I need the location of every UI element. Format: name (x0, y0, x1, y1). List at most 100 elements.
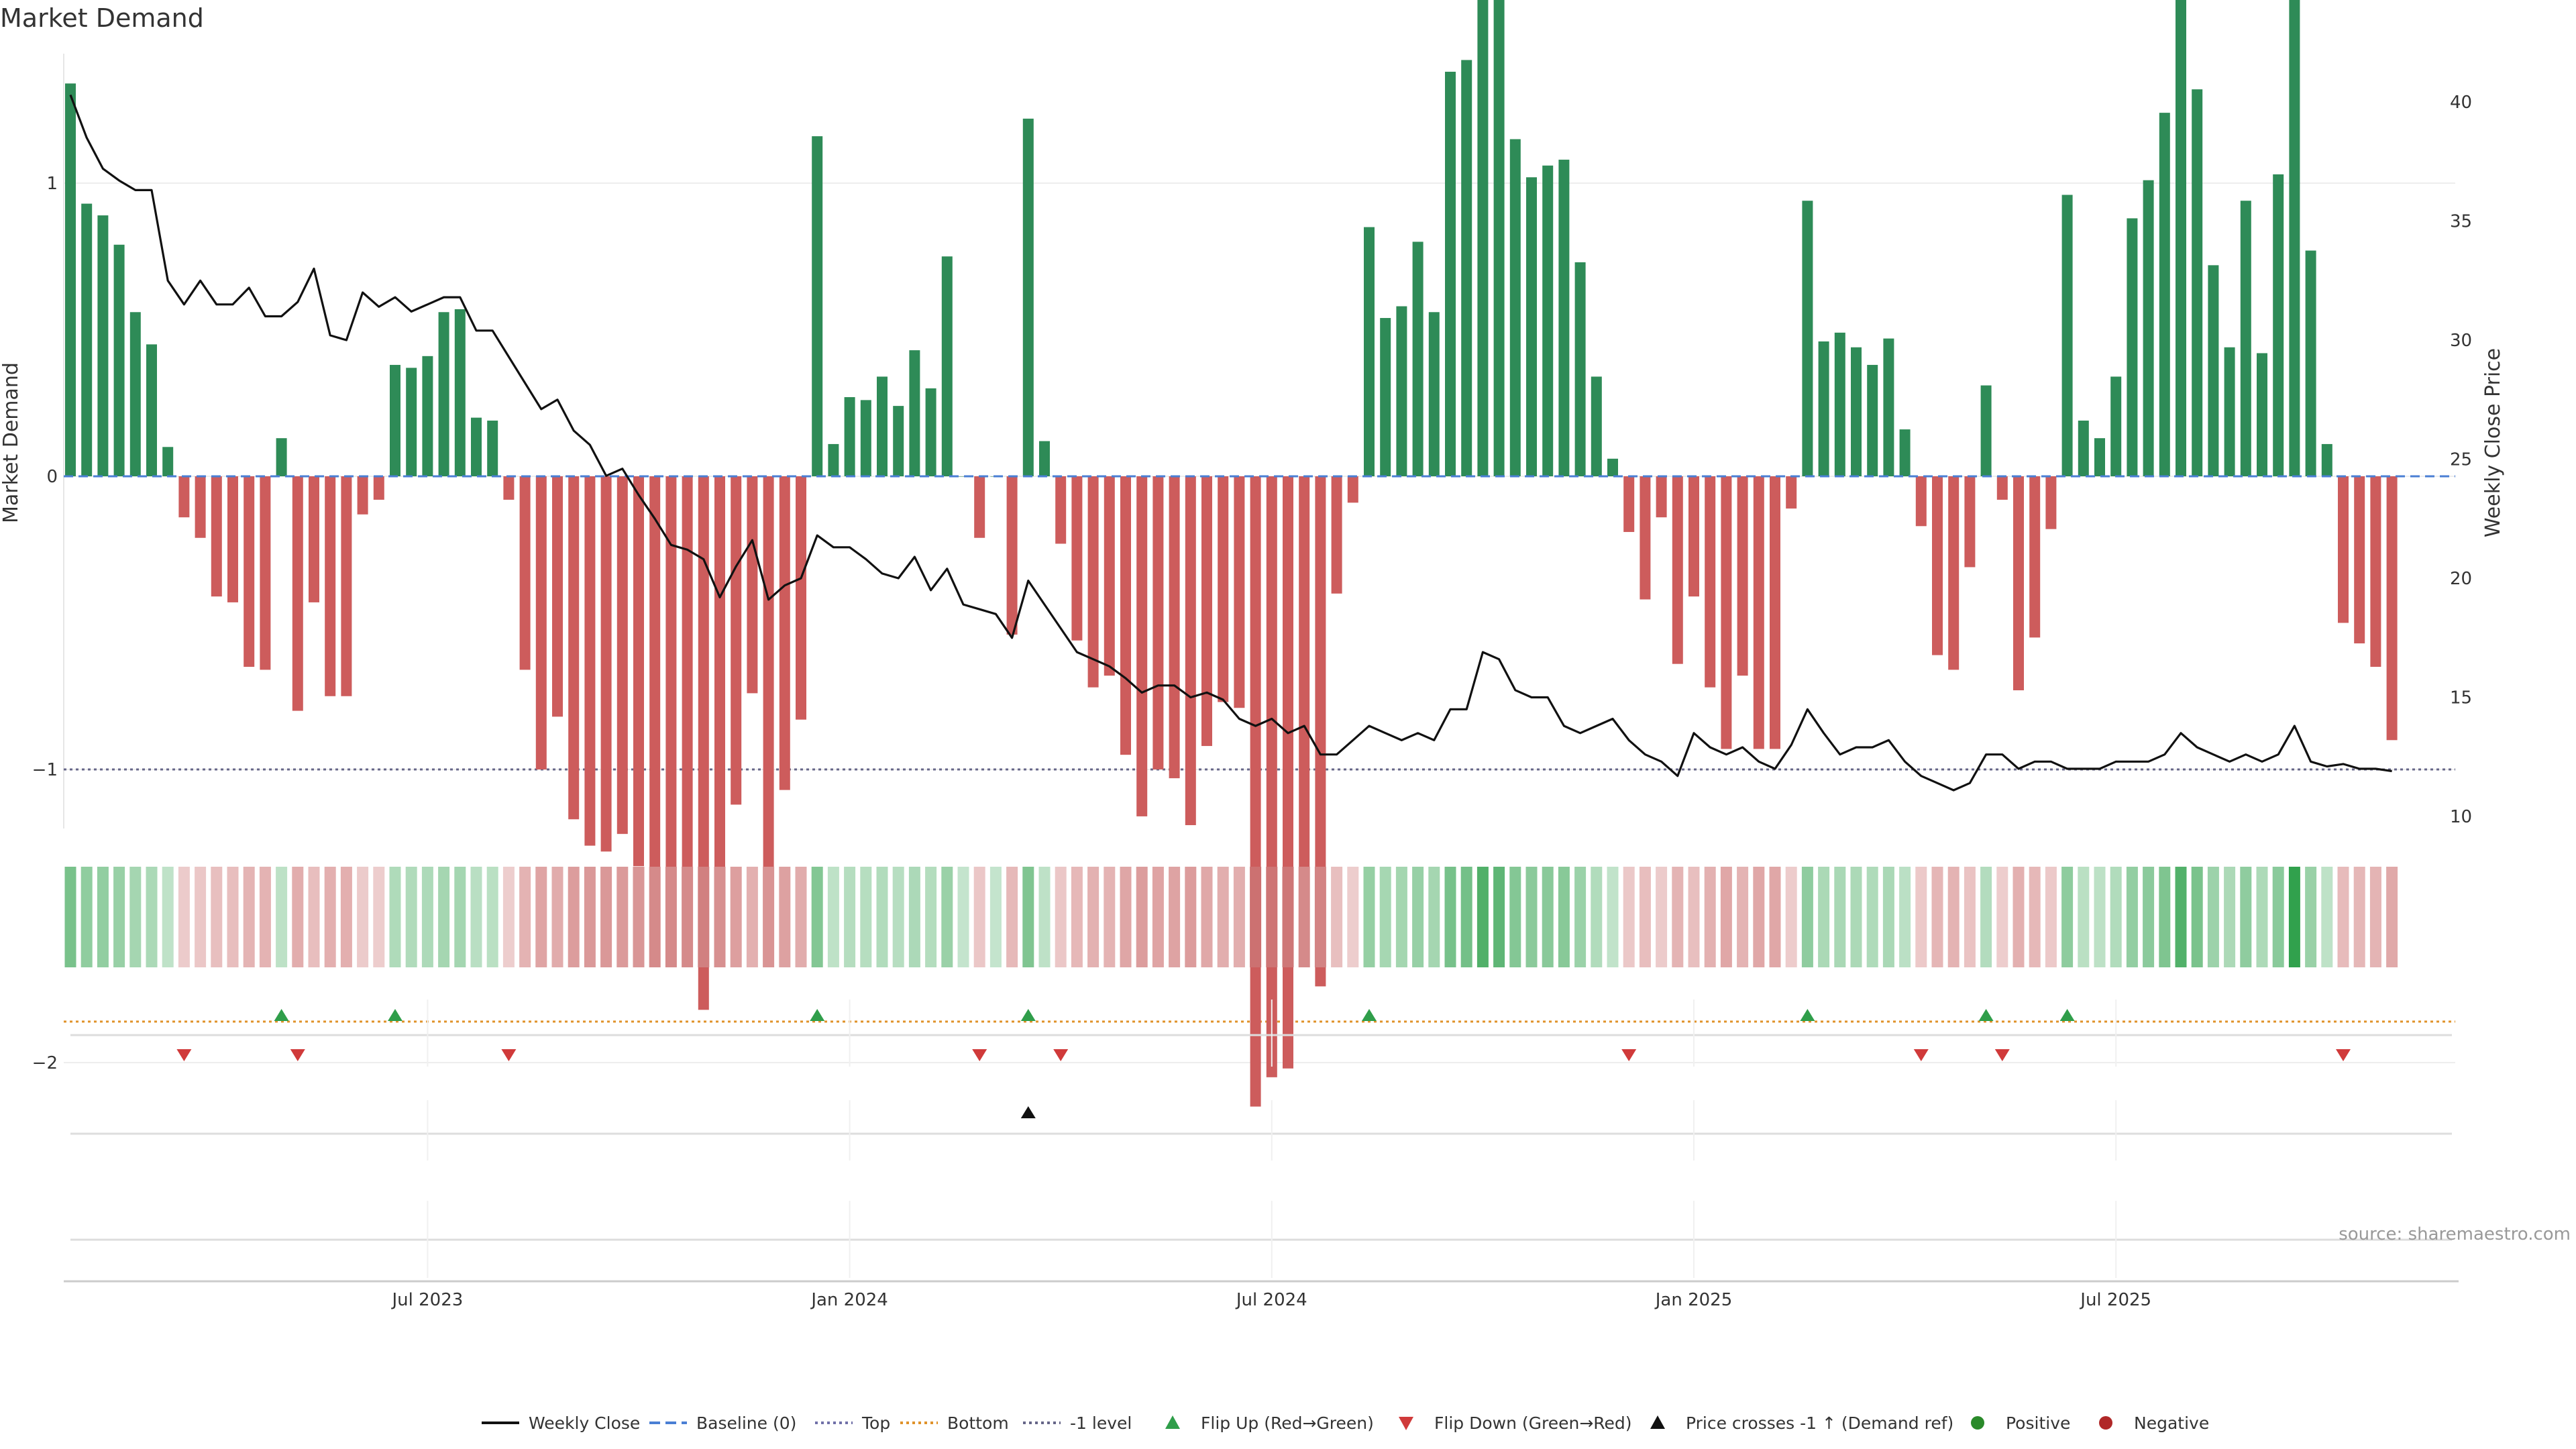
heat-cell-17 (340, 867, 352, 967)
heat-cell-130 (2175, 867, 2187, 967)
legend-swatch-triangle-up (1650, 1415, 1665, 1429)
heat-cell-56 (973, 867, 985, 967)
demand-bar-14 (292, 476, 303, 711)
heat-cell-82 (1395, 867, 1407, 967)
heat-cell-87 (1477, 867, 1489, 967)
heat-cell-6 (162, 867, 174, 967)
right-axis-title: Weekly Close Price (2481, 348, 2505, 537)
demand-bar-113 (1899, 429, 1911, 476)
heat-cell-121 (2029, 867, 2041, 967)
demand-bar-84 (1428, 312, 1440, 476)
right-tick-label-6: 10 (2450, 807, 2472, 827)
heat-cell-132 (2207, 867, 2219, 967)
demand-bar-143 (2386, 476, 2398, 741)
heat-cell-36 (649, 867, 661, 967)
heat-cell-33 (600, 867, 612, 967)
heat-cell-63 (1087, 867, 1099, 967)
left-tick-label-2: 0 (46, 467, 58, 487)
right-tick-label-3: 25 (2450, 450, 2472, 470)
heat-cell-91 (1542, 867, 1554, 967)
legend-item-1: Baseline (0) (649, 1413, 796, 1433)
demand-bar-42 (747, 476, 758, 694)
heat-cell-139 (2321, 867, 2333, 967)
heat-cell-58 (1006, 867, 1018, 967)
demand-bar-76 (1299, 476, 1310, 946)
demand-bar-117 (1964, 476, 1976, 568)
heat-cell-131 (2191, 867, 2203, 967)
heat-cell-101 (1704, 867, 1716, 967)
demand-bar-74 (1266, 476, 1277, 1077)
demand-bar-15 (309, 476, 319, 602)
heat-cell-1 (80, 867, 93, 967)
heat-cell-32 (584, 867, 596, 967)
left-tick-label-1: 1 (46, 174, 58, 194)
demand-bar-87 (1477, 0, 1489, 476)
left-tick-label-3: −1 (32, 760, 58, 780)
demand-bar-27 (503, 476, 515, 500)
demand-bar-43 (763, 476, 774, 878)
legend-label: Positive (2006, 1413, 2070, 1433)
demand-bar-123 (2061, 195, 2073, 476)
heat-cell-86 (1460, 867, 1472, 967)
heat-cell-16 (324, 867, 336, 967)
heat-cell-30 (551, 867, 564, 967)
demand-bar-142 (2370, 476, 2381, 667)
demand-bar-7 (178, 476, 190, 518)
heat-cell-3 (113, 867, 125, 967)
demand-bar-56 (974, 476, 985, 538)
heat-cell-15 (308, 867, 320, 967)
demand-bar-13 (276, 438, 287, 476)
demand-bar-0 (65, 83, 76, 477)
demand-bar-139 (2321, 443, 2332, 476)
heat-cell-117 (1964, 867, 1976, 967)
heat-cell-96 (1623, 867, 1635, 967)
demand-bar-52 (909, 350, 920, 476)
legend-label: Top (861, 1413, 890, 1433)
heat-cell-22 (421, 867, 433, 967)
legend-item-4: -1 level (1023, 1413, 1132, 1433)
heat-cell-112 (1882, 867, 1894, 967)
demand-bar-62 (1071, 476, 1083, 641)
heat-cell-31 (568, 867, 580, 967)
heat-cell-42 (746, 867, 758, 967)
heat-cell-88 (1493, 867, 1505, 967)
legend-item-6: Flip Down (Green→Red) (1399, 1413, 1632, 1433)
demand-bar-55 (958, 476, 969, 477)
demand-bar-96 (1623, 476, 1635, 533)
demand-bar-127 (2127, 218, 2138, 476)
demand-bar-66 (1136, 476, 1148, 816)
heat-cell-138 (2305, 867, 2317, 967)
flip-up-marker-3 (1020, 1009, 1036, 1021)
heat-cell-125 (2094, 867, 2106, 967)
demand-bar-44 (779, 476, 790, 790)
demand-bar-41 (731, 476, 742, 805)
demand-bar-70 (1201, 476, 1212, 747)
demand-bar-141 (2354, 476, 2365, 644)
heat-cell-143 (2386, 867, 2398, 967)
demand-bar-103 (1737, 476, 1748, 676)
heat-cell-124 (2078, 867, 2090, 967)
demand-bar-109 (1834, 332, 1845, 476)
heat-cell-111 (1866, 867, 1878, 967)
legend-label: Bottom (947, 1413, 1009, 1433)
demand-bar-30 (552, 476, 563, 717)
heat-cell-50 (876, 867, 888, 967)
demand-bar-134 (2240, 201, 2251, 476)
heat-cell-115 (1931, 867, 1943, 967)
heat-cell-103 (1737, 867, 1749, 967)
demand-bar-125 (2094, 438, 2105, 476)
heat-cell-4 (129, 867, 142, 967)
demand-bar-93 (1574, 262, 1586, 476)
demand-bar-99 (1672, 476, 1683, 664)
demand-bar-61 (1055, 476, 1067, 544)
legend-swatch-circle (2099, 1416, 2112, 1430)
heat-cell-95 (1607, 867, 1619, 967)
demand-bar-110 (1851, 347, 1862, 476)
heat-cell-79 (1347, 867, 1359, 967)
weekly-close-line (69, 94, 2392, 792)
demand-bar-91 (1542, 165, 1554, 476)
flip-up-marker-1 (388, 1009, 402, 1021)
demand-bar-83 (1412, 241, 1424, 476)
demand-bar-25 (471, 417, 482, 476)
heat-cell-0 (64, 867, 76, 967)
